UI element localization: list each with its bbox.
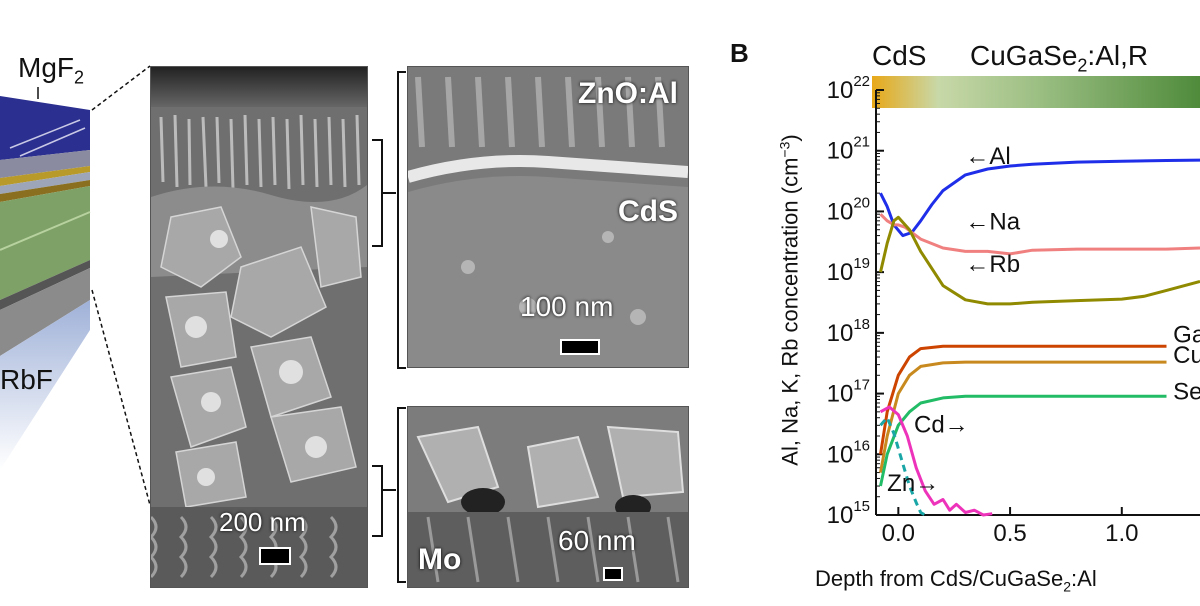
y-tick-label: 1022 [827,73,870,104]
y-tick-label: 1015 [827,498,870,529]
annotation-label: Cd→ [914,411,969,438]
x-axis-label-sub: 2 [1063,578,1071,594]
annotation-label: ←Rb [965,251,1020,278]
mgf2-text: MgF [18,52,74,83]
y-tick-label: 1017 [827,377,870,408]
sem-top-image: ZnO:Al CdS 100 nm [407,66,689,368]
x-axis-label: Depth from CdS/CuGaSe2:Al [815,566,1097,594]
annotation-label: Cu [1173,342,1200,369]
y-tick-label: 1019 [827,255,870,286]
layer-stack-schematic [0,0,150,606]
sem-bottom-image: Mo 60 nm [407,406,689,588]
zoom-brackets [366,66,410,586]
y-axis-label-close: ) [778,134,803,141]
rbf-label: RbF [0,364,53,396]
sem-bottom-scale-label: 60 nm [558,525,636,557]
annotation-label: ←Na [965,209,1020,236]
zno-al-label: ZnO:Al [578,77,678,111]
mo-layer-label: Mo [418,543,461,577]
x-tick-label: 0.0 [882,520,915,547]
sem-top-scale-label: 100 nm [520,291,613,323]
sem-bottom-scale-bar [603,567,623,581]
y-tick-label: 1021 [827,134,870,165]
y-axis-label-text: Al, Na, K, Rb concentration (cm [778,158,803,466]
depth-profile-plot: 1015 1016 1017 1018 1019 1020 1021 1022 0.0 0.5 1.… [800,70,1200,570]
y-tick-label: 1016 [827,437,870,468]
annotation-label: Se [1173,378,1200,405]
series-na-line [881,214,1200,254]
cds-layer-label: CdS [618,195,678,229]
sem-main-scale-label: 200 nm [219,507,306,538]
absorber-text-pre: CuGaSe [970,40,1077,71]
absorber-text-post: :Al,R [1087,40,1148,71]
sem-top-scale-bar [560,339,600,355]
annotation-label: ←Al [965,143,1010,170]
mgf2-subscript: 2 [74,68,84,88]
series-rb-line [881,217,1200,304]
panel-b-letter: B [730,38,749,69]
sem-main-image: 200 nm [150,66,368,588]
annotation-label: Zn→ [887,470,939,497]
x-tick-label: 1.0 [1105,520,1138,547]
series-al-line [881,160,1200,236]
sem-main-scale-bar [259,547,291,565]
y-axis-label-exp: −3 [776,142,792,158]
y-tick-label: 1018 [827,316,870,347]
region-cds-label: CdS [872,40,926,72]
x-tick-label: 0.5 [993,520,1026,547]
y-tick-label: 1020 [827,194,870,225]
mgf2-label: MgF2 [18,52,84,89]
